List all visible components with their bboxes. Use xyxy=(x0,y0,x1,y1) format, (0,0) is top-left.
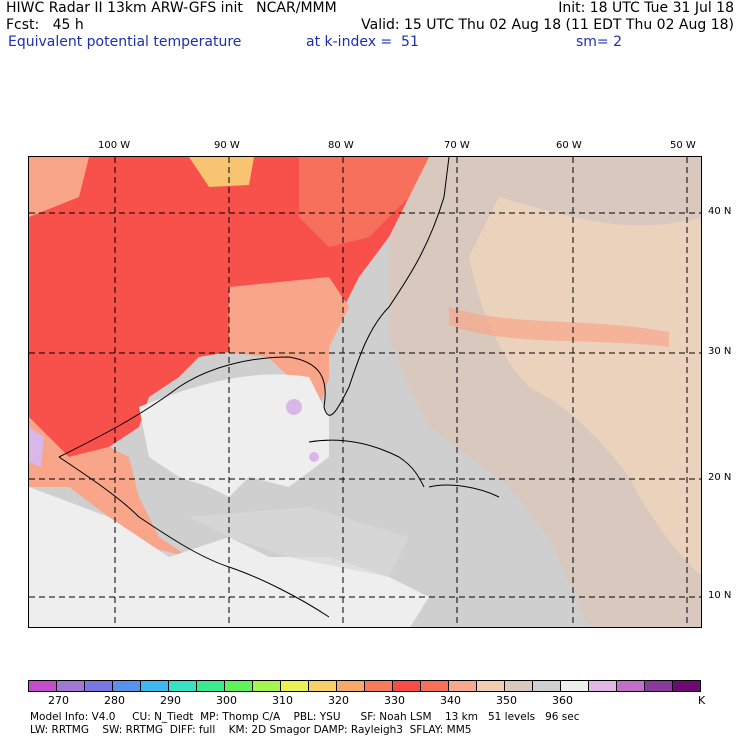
valid-time: Valid: 15 UTC Thu 02 Aug 18 (11 EDT Thu … xyxy=(361,17,734,33)
level-label: at k-index = 51 xyxy=(306,34,419,50)
gulf-white-region xyxy=(139,374,329,497)
colorbar-swatch xyxy=(644,680,673,692)
colorbar-swatch xyxy=(140,680,169,692)
map-panel xyxy=(28,156,702,628)
colorbar-swatch xyxy=(280,680,309,692)
colorbar-tick-label: 360 xyxy=(552,694,573,707)
lon-label-80w: 80 W xyxy=(328,140,354,151)
colorbar-swatch xyxy=(476,680,505,692)
lon-label-100w: 100 W xyxy=(98,140,131,151)
violet-patch-west xyxy=(29,427,44,467)
colorbar-tick-label: 300 xyxy=(216,694,237,707)
colorbar-tick-label: 350 xyxy=(496,694,517,707)
northwest-warm xyxy=(29,157,89,217)
violet-patch-gulf xyxy=(286,399,302,415)
colorbar-tick-label: 340 xyxy=(440,694,461,707)
lat-label-40n: 40 N xyxy=(708,206,732,217)
colorbar-swatch xyxy=(504,680,533,692)
southeast-us-warm xyxy=(229,277,349,407)
colorbar-unit: K xyxy=(698,694,706,707)
colorbar-swatch xyxy=(448,680,477,692)
colorbar-tick-label: 290 xyxy=(160,694,181,707)
colorbar-swatch xyxy=(168,680,197,692)
init-time: Init: 18 UTC Tue 31 Jul 18 xyxy=(558,0,734,16)
colorbar-swatch xyxy=(28,680,57,692)
colorbar-swatch xyxy=(616,680,645,692)
theta-e-field xyxy=(29,157,701,627)
colorbar-swatch xyxy=(588,680,617,692)
colorbar-swatch xyxy=(420,680,449,692)
colorbar-tick-label: 270 xyxy=(48,694,69,707)
colorbar-swatch xyxy=(308,680,337,692)
lat-label-30n: 30 N xyxy=(708,346,732,357)
mexico-coastline xyxy=(58,456,330,618)
smoothing-label: sm= 2 xyxy=(576,34,623,50)
colorbar-swatch xyxy=(392,680,421,692)
northeast-us-warm xyxy=(299,157,429,247)
colorbar-swatch xyxy=(252,680,281,692)
atlantic-peach-region xyxy=(469,197,701,576)
colorbar-swatch xyxy=(532,680,561,692)
colorbar-swatch xyxy=(196,680,225,692)
forecast-hour: Fcst: 45 h xyxy=(6,17,84,33)
us-coastline xyxy=(58,157,450,458)
caribbean-gray-patch xyxy=(189,507,409,577)
cuba-coastline xyxy=(308,439,425,488)
colorbar-swatch xyxy=(672,680,701,692)
colorbar-tick-label: 310 xyxy=(272,694,293,707)
lon-label-70w: 70 W xyxy=(444,140,470,151)
model-info-line1: Model Info: V4.0 CU: N_Tiedt MP: Thomp C… xyxy=(30,711,580,723)
lon-label-50w: 50 W xyxy=(670,140,696,151)
great-lakes-orange xyxy=(189,157,254,187)
colorbar-swatch xyxy=(224,680,253,692)
hispaniola-coastline xyxy=(428,484,500,498)
violet-patch-caribbean xyxy=(309,452,319,462)
lat-lon-grid xyxy=(29,157,701,627)
field-name: Equivalent potential temperature xyxy=(8,34,242,50)
colorbar-tick-label: 330 xyxy=(384,694,405,707)
colorbar-swatch xyxy=(336,680,365,692)
lat-label-20n: 20 N xyxy=(708,472,732,483)
colorbar-swatch xyxy=(560,680,589,692)
lon-label-90w: 90 W xyxy=(214,140,240,151)
colorbar-swatch xyxy=(112,680,141,692)
colorbar-swatch xyxy=(364,680,393,692)
title-left: HIWC Radar II 13km ARW-GFS init NCAR/MMM xyxy=(6,0,337,16)
model-info-line2: LW: RRTMG SW: RRTMG DIFF: full KM: 2D Sm… xyxy=(30,724,472,736)
atlantic-warm-streak xyxy=(449,307,669,347)
mexico-warm-region xyxy=(29,417,189,557)
lat-label-10n: 10 N xyxy=(708,590,732,601)
colorbar xyxy=(28,680,701,692)
colorbar-tick-label: 280 xyxy=(104,694,125,707)
colorbar-tick-label: 320 xyxy=(328,694,349,707)
colorbar-swatch xyxy=(84,680,113,692)
lon-label-60w: 60 W xyxy=(556,140,582,151)
colorbar-swatch xyxy=(56,680,85,692)
